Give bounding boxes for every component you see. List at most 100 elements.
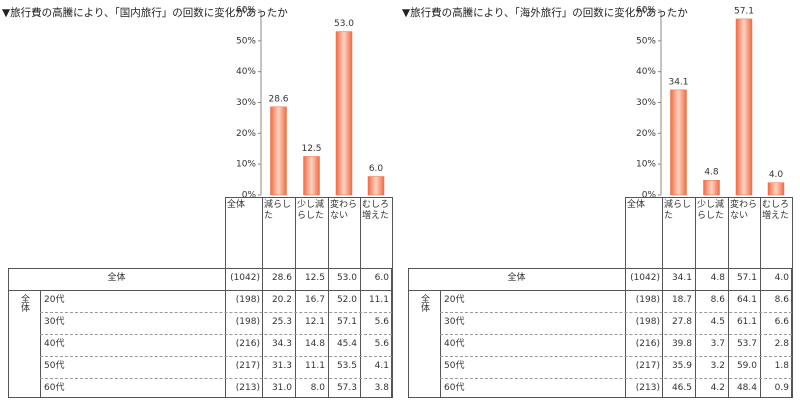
- row-label: 60代: [444, 383, 465, 393]
- cell: 5.6: [374, 339, 389, 349]
- row-label: 全体: [507, 273, 526, 283]
- header-corner: 全体: [627, 200, 646, 210]
- row-label: 40代: [444, 339, 465, 349]
- row-n: (217): [235, 361, 260, 371]
- table-line: [728, 197, 729, 398]
- cell: 64.1: [736, 295, 757, 305]
- cell: 53.5: [336, 361, 357, 371]
- cell: 57.1: [336, 317, 357, 327]
- x-category: 減らした: [664, 200, 692, 221]
- table-line: [360, 197, 361, 398]
- cell: 5.6: [374, 317, 389, 327]
- cell: 31.3: [271, 361, 292, 371]
- cell: 57.1: [736, 273, 757, 283]
- cell: 25.3: [271, 317, 292, 327]
- y-tick-label: 0%: [642, 191, 657, 201]
- cell: 46.5: [671, 383, 692, 393]
- cell: 59.0: [736, 361, 757, 371]
- bar: [670, 89, 687, 196]
- cell: 3.2: [710, 361, 725, 371]
- cell: 53.7: [736, 339, 757, 349]
- cell: 48.4: [736, 383, 757, 393]
- value-label: 4.8: [704, 168, 719, 178]
- table-line: [662, 197, 663, 398]
- cell: 12.1: [304, 317, 325, 327]
- y-tick-label: 60%: [236, 6, 256, 16]
- table-line: [408, 268, 792, 398]
- cell: 57.3: [336, 383, 357, 393]
- cell: 12.5: [304, 273, 325, 283]
- row-n: (217): [635, 361, 660, 371]
- value-label: 12.5: [301, 144, 321, 154]
- cell: 3.8: [374, 383, 389, 393]
- y-tick-label: 40%: [636, 67, 656, 77]
- y-tick-label: 30%: [236, 98, 256, 108]
- cell: 8.6: [710, 295, 725, 305]
- table-line: [440, 378, 792, 379]
- cell: 2.8: [774, 339, 789, 349]
- value-label: 28.6: [268, 94, 288, 104]
- cell: 53.0: [336, 273, 357, 283]
- table-line: [40, 290, 41, 398]
- value-label: 34.1: [668, 77, 688, 87]
- cell: 0.9: [774, 383, 789, 393]
- value-label: 6.0: [369, 164, 384, 174]
- bar: [367, 176, 385, 196]
- cell: 27.8: [671, 317, 692, 327]
- table-line: [625, 197, 626, 398]
- y-tick-label: 20%: [236, 129, 256, 139]
- row-n: (198): [635, 295, 660, 305]
- table-line: [392, 197, 393, 398]
- bar: [767, 182, 785, 196]
- chart-title: ▼旅行費の高騰により、「海外旅行」の回数に変化があったか: [402, 7, 688, 19]
- bar: [303, 156, 320, 196]
- cell: 52.0: [336, 295, 357, 305]
- cell: 4.5: [710, 317, 725, 327]
- cell: 11.1: [304, 361, 325, 371]
- value-label: 57.1: [734, 6, 754, 16]
- table-line: [760, 197, 761, 398]
- row-label: 20代: [444, 295, 465, 305]
- table-line: [440, 312, 792, 313]
- row-n: (198): [235, 295, 260, 305]
- table-line: [40, 356, 392, 357]
- table-line: [792, 197, 793, 398]
- row-label: 50代: [44, 361, 65, 371]
- table-line: [328, 197, 329, 398]
- row-n: (198): [635, 317, 660, 327]
- row-label: 20代: [44, 295, 65, 305]
- table-line: [440, 356, 792, 357]
- row-n: (213): [635, 383, 660, 393]
- table-line: [8, 290, 392, 291]
- cell: 35.9: [671, 361, 692, 371]
- table-line: [408, 290, 792, 291]
- x-category: 変わらない: [730, 200, 758, 221]
- value-label: 53.0: [334, 19, 354, 29]
- table-line: [225, 197, 392, 198]
- table-line: [625, 197, 792, 198]
- cell: 45.4: [336, 339, 357, 349]
- row-label: 全体: [107, 273, 126, 283]
- table-line: [440, 334, 792, 335]
- y-tick-label: 40%: [236, 67, 256, 77]
- row-n: (1042): [630, 273, 660, 283]
- row-label: 30代: [444, 317, 465, 327]
- bar: [735, 18, 753, 196]
- group-label: 全体: [19, 294, 29, 312]
- x-category: 少し減らした: [297, 200, 325, 221]
- cell: 4.8: [710, 273, 725, 283]
- row-n: (1042): [230, 273, 260, 283]
- y-tick-label: 0%: [242, 191, 257, 201]
- cell: 3.7: [710, 339, 725, 349]
- cell: 18.7: [671, 295, 692, 305]
- row-label: 30代: [44, 317, 65, 327]
- chart-title: ▼旅行費の高騰により、「国内旅行」の回数に変化があったか: [2, 7, 288, 19]
- cell: 8.0: [310, 383, 325, 393]
- cell: 31.0: [271, 383, 292, 393]
- cell: 34.1: [671, 273, 692, 283]
- cell: 6.0: [374, 273, 389, 283]
- y-tick-label: 50%: [236, 36, 256, 46]
- cell: 20.2: [271, 295, 292, 305]
